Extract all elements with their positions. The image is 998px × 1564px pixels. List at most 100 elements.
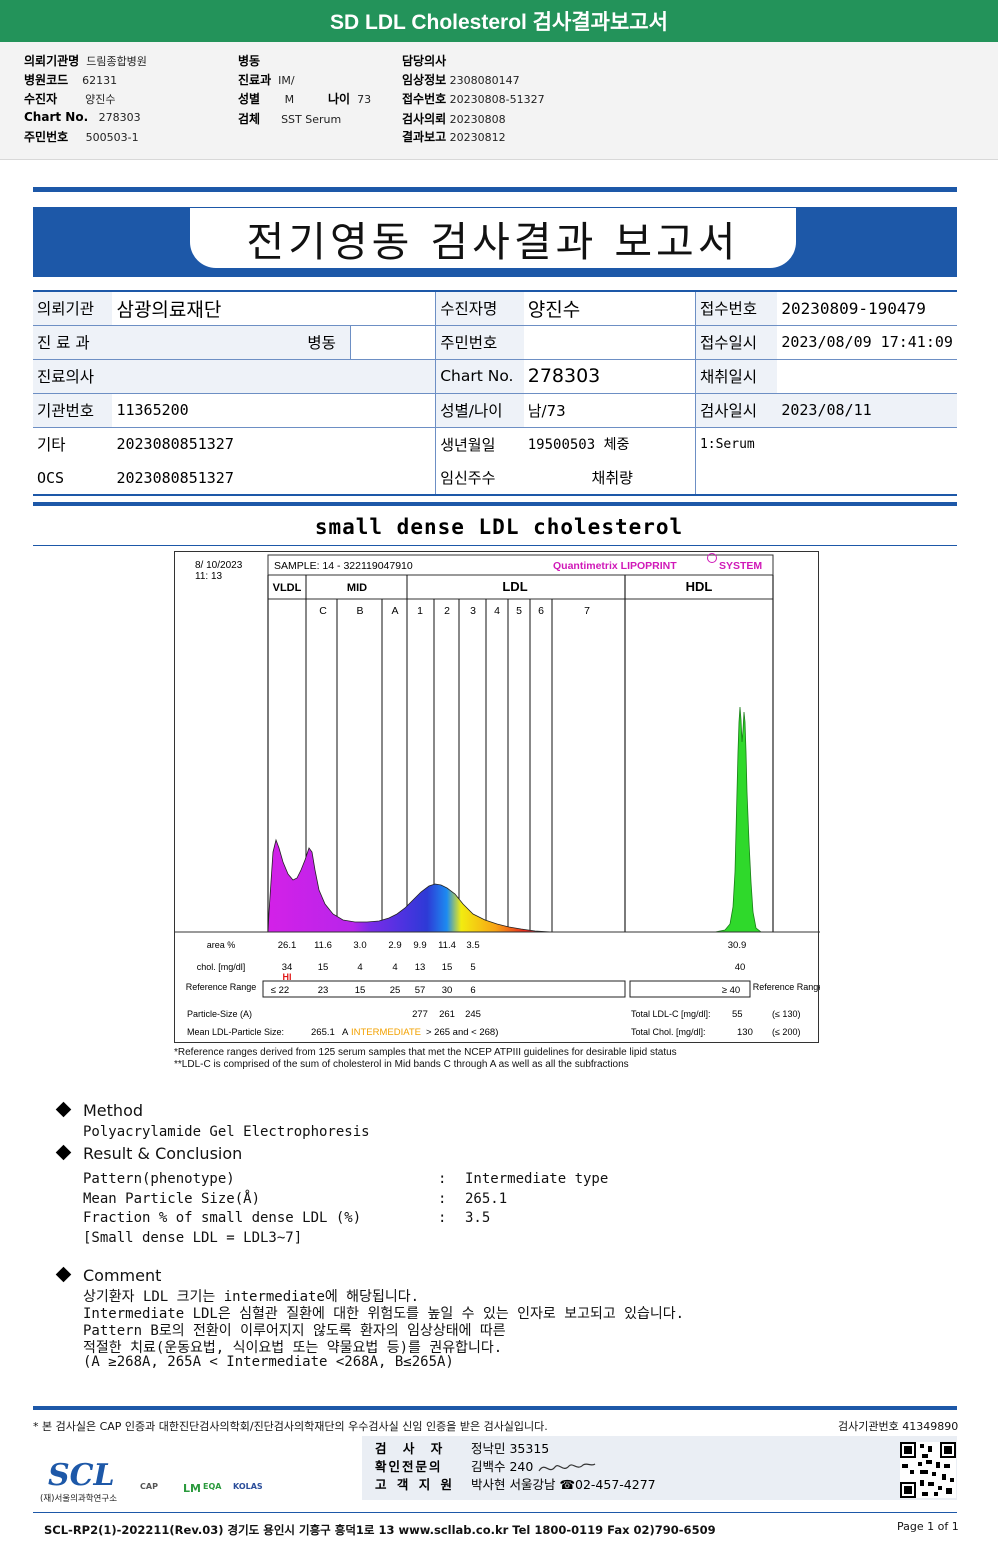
value-etc: 2023080851327 xyxy=(116,435,234,454)
bullet-diamond-icon xyxy=(55,1144,72,1161)
area-a: 2.9 xyxy=(388,940,401,951)
report-title: 전기영동 검사결과 보고서 xyxy=(190,208,796,268)
lipoprint-panel: 8/ 10/2023 11: 13 SAMPLE: 14 - 322119047… xyxy=(174,551,823,1043)
label-dept: 진 료 과 xyxy=(33,325,113,360)
band-7: 7 xyxy=(584,605,590,617)
field-request-date: 검사의뢰 20230808 xyxy=(402,112,506,126)
method-text: Polyacrylamide Gel Electrophoresis xyxy=(83,1124,370,1140)
field-dept: 진료과 IM/ xyxy=(238,73,295,87)
group-hdl: HDL xyxy=(686,579,713,594)
value-patient: 양진수 xyxy=(523,290,696,326)
result-label-pattern: Pattern(phenotype) xyxy=(83,1171,235,1187)
signer-examiner: 검 사 자 정낙민 35315 xyxy=(375,1441,550,1456)
run-date: 8/ 10/2023 xyxy=(195,560,243,571)
section-underline xyxy=(33,545,957,546)
result-value-pattern: Intermediate type xyxy=(465,1171,609,1187)
field-ward: 병동 xyxy=(238,54,261,68)
scl-logo: SCL xyxy=(48,1458,115,1493)
label-receipt-no: 접수번호 xyxy=(694,290,778,326)
result-colon: : xyxy=(438,1210,447,1226)
footer-thin-rule xyxy=(33,1512,957,1513)
value-receipt-no: 20230809-190479 xyxy=(777,290,957,326)
label-chart: Chart No. xyxy=(435,359,524,394)
chol-hdl: 40 xyxy=(735,962,746,973)
ref-1: 57 xyxy=(415,985,426,996)
ref-3: 6 xyxy=(470,985,475,996)
band-3: 3 xyxy=(470,605,476,617)
ref-range-box xyxy=(262,980,626,998)
signature-icon xyxy=(538,1462,596,1471)
field-clinical-info: 임상정보 2308080147 xyxy=(402,73,520,87)
comment-line: 상기환자 LDL 크기는 intermediate에 해당됩니다. xyxy=(83,1289,420,1305)
value-doctor xyxy=(112,359,436,394)
mean-size-unit: A xyxy=(342,1027,349,1038)
field-chart-no: Chart No. 278303 xyxy=(24,110,141,124)
band-4: 4 xyxy=(494,605,500,617)
area-b: 3.0 xyxy=(353,940,366,951)
brand-suffix: SYSTEM xyxy=(719,560,762,572)
particle-1: 277 xyxy=(412,1009,428,1020)
brand-name: Quantimetrix LIPOPRINT xyxy=(553,560,677,572)
sample-id: SAMPLE: 14 - 322119047910 xyxy=(274,560,413,572)
chol-2: 15 xyxy=(442,962,453,973)
band-1: 1 xyxy=(417,605,423,617)
group-ldl: LDL xyxy=(502,579,527,594)
label-birth: 생년월일 xyxy=(435,427,524,461)
mean-size-label: Mean LDL-Particle Size: xyxy=(187,1027,284,1037)
label-pregnancy: 임신주수 xyxy=(435,461,524,496)
cert-lm-icon: LM xyxy=(183,1482,201,1495)
label-exam-dt: 검사일시 xyxy=(694,393,778,428)
value-institution: 삼광의료재단 xyxy=(112,290,436,326)
footnote-2: **LDL-C is comprised of the sum of chole… xyxy=(174,1059,629,1070)
field-report-date: 결과보고 20230812 xyxy=(402,130,506,144)
field-specimen: 검체 SST Serum xyxy=(238,112,342,126)
cert-kolas-icon: KOLAS xyxy=(233,1482,263,1491)
result-colon: : xyxy=(438,1171,447,1187)
field-institution: 의뢰기관명 드림종합병원 xyxy=(24,54,147,68)
chol-b: 4 xyxy=(357,962,362,973)
address-line: SCL-RP2(1)-202211(Rev.03) 경기도 용인시 기흥구 흥덕… xyxy=(44,1523,716,1537)
page-number: Page 1 of 1 xyxy=(897,1520,959,1533)
particle-size-label: Particle-Size (A) xyxy=(187,1009,252,1019)
ldl-spectrum-curve xyxy=(267,838,553,933)
label-institution: 의뢰기관 xyxy=(33,290,113,326)
chol-1: 13 xyxy=(415,962,426,973)
label-collect-dt: 채취일시 xyxy=(694,359,778,394)
ref-b: 15 xyxy=(355,985,366,996)
total-chol-label: Total Chol. [mg/dl]: xyxy=(631,1027,706,1037)
comment-line: 적절한 치료(운동요법, 식이요법 또는 약물요법 등)를 권유합니다. xyxy=(83,1340,503,1356)
bullet-diamond-icon xyxy=(55,1266,72,1283)
cert-cap-icon: CAP xyxy=(140,1482,158,1491)
total-ldl-label: Total LDL-C [mg/dl]: xyxy=(631,1009,711,1019)
comment-line: Intermediate LDL은 심혈관 질환에 대한 위험도를 높일 수 있… xyxy=(83,1306,685,1322)
field-hospital-code: 병원코드 62131 xyxy=(24,73,118,87)
chol-c: 15 xyxy=(318,962,329,973)
chol-a: 4 xyxy=(392,962,397,973)
comment-line: (A ≥268A, 265A < Intermediate <268A, B≤2… xyxy=(83,1354,454,1370)
blank-cell xyxy=(694,461,957,496)
band-5: 5 xyxy=(516,605,522,617)
reference-footnotes: *Reference ranges derived from 125 serum… xyxy=(174,1047,677,1071)
value-specimen: 1:Serum xyxy=(694,427,957,461)
signer-support: 고 객 지 원 박사현 서울강남 ☎02-457-4277 xyxy=(375,1477,656,1492)
flag-high: HI xyxy=(283,972,292,982)
value-ward: 병동 xyxy=(112,325,351,360)
header-info-panel: 의뢰기관명 드림종합병원 병원코드 62131 수진자 양진수 Chart No… xyxy=(0,42,998,160)
label-etc: 기타 xyxy=(33,427,113,461)
value-resident xyxy=(523,325,696,360)
mid-rule xyxy=(33,502,957,506)
label-receipt-dt: 접수일시 xyxy=(694,325,778,360)
group-mid: MID xyxy=(347,582,367,594)
result-colon: : xyxy=(438,1191,447,1207)
signer-specialist: 확인전문의 김백수 240 xyxy=(375,1456,597,1477)
area-1: 9.9 xyxy=(413,940,426,951)
cert-note: * 본 검사실은 CAP 인증과 대한진단검사의학회/진단검사의학재단의 우수검… xyxy=(33,1420,548,1433)
ref-2: 30 xyxy=(442,985,453,996)
result-value-fraction: 3.5 xyxy=(465,1210,491,1226)
band-a: A xyxy=(391,605,398,617)
ref-vldl: ≤ 22 xyxy=(271,985,289,996)
footnote-1: *Reference ranges derived from 125 serum… xyxy=(174,1047,677,1058)
run-time: 11: 13 xyxy=(195,571,222,582)
value-collect-dt xyxy=(777,359,957,394)
row-label-area: area % xyxy=(207,940,236,950)
